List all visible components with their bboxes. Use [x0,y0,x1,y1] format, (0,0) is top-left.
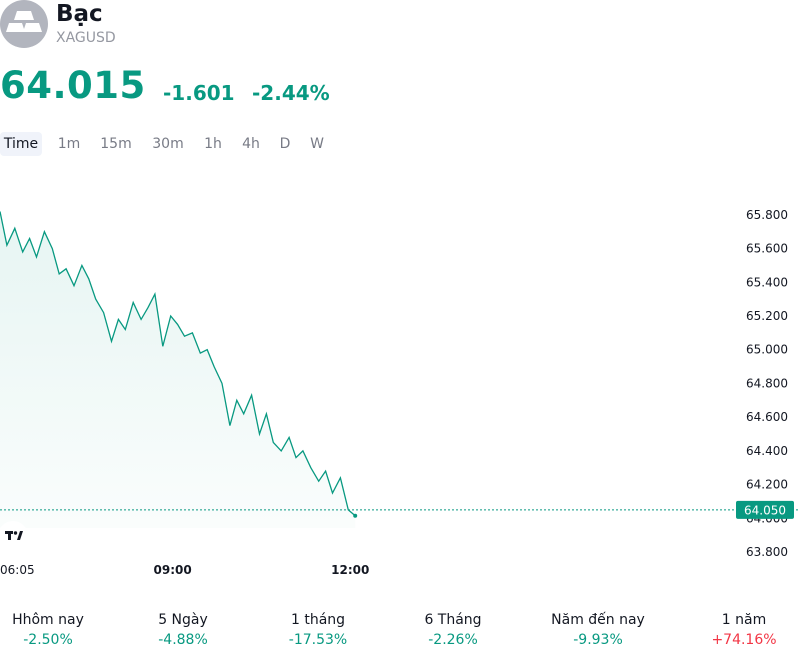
y-tick-label: 64.600 [746,410,788,424]
period-5-days[interactable]: 5 Ngày -4.88% [118,610,248,650]
x-tick-label: 09:00 [154,563,192,577]
last-price: 64.015 [0,64,146,107]
period-value: -4.88% [158,632,208,648]
tradingview-logo-icon[interactable] [0,521,28,551]
symbol-header: Bạc XAGUSD [0,0,800,60]
period-1-month[interactable]: 1 tháng -17.53% [253,610,383,650]
y-tick-label: 64.800 [746,376,788,390]
price-change: -1.601 [163,81,235,105]
period-value: +74.16% [711,632,777,648]
period-6-months[interactable]: 6 Tháng -2.26% [388,610,518,650]
interval-tab-4h[interactable]: 4h [242,136,260,152]
performance-periods: Hhôm nay -2.50% 5 Ngày -4.88% 1 tháng -1… [0,610,800,654]
period-value: -2.50% [23,632,73,648]
period-label: Năm đến nay [551,612,645,628]
symbol-ticker: XAGUSD [56,30,116,46]
price-chart[interactable]: 65.800 65.600 65.400 65.200 65.000 64.800 64.6… [0,170,800,590]
x-tick-label: 06:05 [0,563,35,577]
interval-tab-15m[interactable]: 15m [100,136,132,152]
price-point [353,513,358,518]
period-label: Hhôm nay [12,612,84,628]
period-label: 1 năm [721,612,767,628]
y-tick-label: 65.000 [746,343,788,357]
symbol-title: Bạc [56,1,103,27]
price-area [0,211,356,528]
y-tick-label: 65.600 [746,242,788,256]
y-tick-label: 65.400 [746,275,788,289]
silver-bars-icon [0,0,48,48]
interval-tab-w[interactable]: W [310,136,324,152]
y-tick-label: 64.200 [746,478,788,492]
period-1-year[interactable]: 1 năm +74.16% [679,610,800,650]
interval-tab-1m[interactable]: 1m [57,136,81,152]
period-label: 1 tháng [290,612,346,628]
y-tick-label: 65.800 [746,208,788,222]
period-label: 5 Ngày [158,612,208,628]
interval-tab-time[interactable]: Time [0,132,42,156]
period-value: -2.26% [428,632,478,648]
last-price-badge-label: 64.050 [744,503,786,517]
period-label: 6 Tháng [424,612,482,628]
y-tick-label: 63.800 [746,545,788,559]
period-value: -9.93% [573,632,623,648]
last-price-badge: 64.050 [736,500,794,519]
price-change-percent: -2.44% [252,81,330,105]
y-tick-label: 65.200 [746,309,788,323]
period-today[interactable]: Hhôm nay -2.50% [0,610,113,650]
interval-tab-1h[interactable]: 1h [204,136,222,152]
period-value: -17.53% [288,632,348,648]
interval-tab-30m[interactable]: 30m [152,136,184,152]
interval-tab-d[interactable]: D [279,136,291,152]
y-tick-label: 64.400 [746,444,788,458]
period-ytd[interactable]: Năm đến nay -9.93% [533,610,663,650]
x-tick-label: 12:00 [331,563,369,577]
